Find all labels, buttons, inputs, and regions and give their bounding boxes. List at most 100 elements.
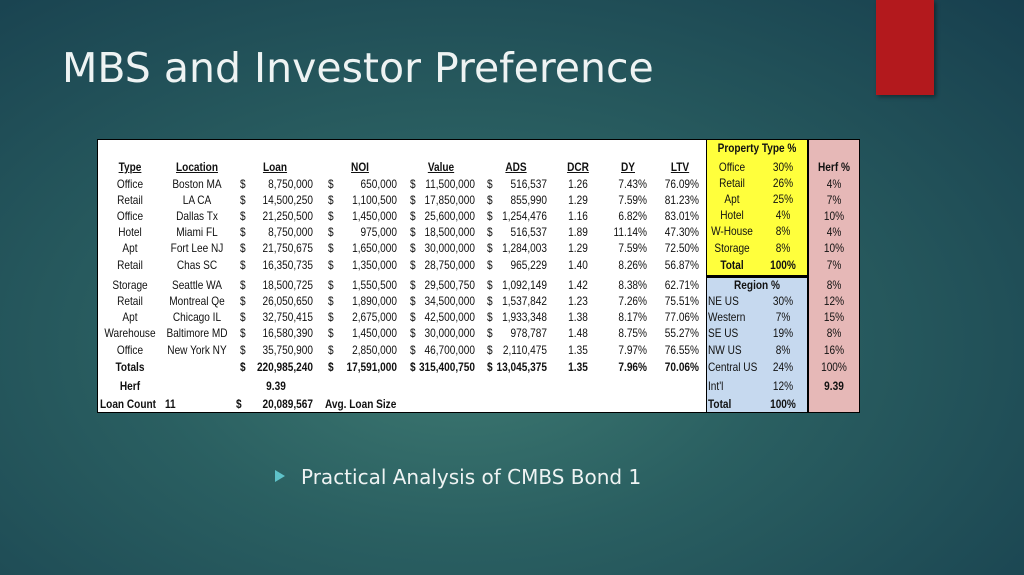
herf-pct: 8% [826,326,842,340]
property-name: W-House [711,224,753,238]
loan-count: 11 [165,397,176,411]
table-cell: 17,850,000 [424,193,475,207]
region-name: Int'l [708,379,724,393]
table-cell: Chas SC [176,258,218,272]
table-cell: 76.55% [664,343,699,357]
table-cell: Storage [112,278,148,292]
column-header: NOI [351,160,369,174]
table-cell: 1.16 [568,209,588,223]
property-pct: 8% [775,224,791,238]
table-cell: 650,000 [360,177,397,191]
currency-sign: $ [487,294,493,308]
currency-sign: $ [410,241,416,255]
currency-sign: $ [487,241,493,255]
table-cell: New York NY [167,343,227,357]
currency-sign: $ [410,258,416,272]
loan-count-label: Loan Count [100,397,156,411]
currency-sign: $ [410,209,416,223]
table-cell: 2,110,475 [502,343,547,357]
currency-sign: $ [487,258,493,272]
totals-value: 7.96% [618,360,647,374]
table-cell: 11,500,000 [425,177,475,191]
property-name: Office [718,160,746,174]
table-cell: 1.26 [568,177,588,191]
table-cell: 1.38 [568,310,588,324]
totals-value: 220,985,240 [256,360,313,374]
table-cell: 42,500,000 [424,310,475,324]
table-cell: 47.30% [664,225,699,239]
table-cell: 46,700,000 [424,343,475,357]
property-name: Storage [714,241,750,255]
currency-sign: $ [487,177,493,191]
herf-pct: 8% [826,278,842,292]
property-name: Retail [719,176,745,190]
currency-sign: $ [487,225,493,239]
currency-sign: $ [240,209,246,223]
currency-sign: $ [328,258,334,272]
currency-sign: $ [410,326,416,340]
herf-pct: 15% [823,310,845,324]
table-cell: Retail [117,258,143,272]
table-cell: 29,500,750 [424,278,475,292]
currency-sign: $ [487,310,493,324]
currency-sign: $ [240,294,246,308]
currency-sign: $ [487,343,493,357]
slide-title: MBS and Investor Preference [62,44,654,92]
table-cell: 1.48 [568,326,588,340]
table-cell: Hotel [118,225,142,239]
region-name: Central US [708,360,758,374]
currency-sign: $ [240,225,246,239]
currency-sign: $ [240,310,246,324]
currency-sign: $ [410,278,416,292]
currency-sign: $ [328,343,334,357]
property-pct: 8% [775,241,791,255]
currency-sign: $ [328,225,334,239]
herf-value: 9.39 [266,379,286,393]
table-cell: Office [116,209,144,223]
herf-pct: 4% [826,225,842,239]
currency-sign: $ [410,225,416,239]
property-panel [706,139,808,276]
currency-sign: $ [328,209,334,223]
table-cell: 1,100,500 [352,193,397,207]
avg-loan-label: Avg. Loan Size [325,397,397,411]
table-cell: 26,050,650 [262,294,313,308]
table-cell: 516,537 [510,177,547,191]
table-cell: 7.59% [618,241,647,255]
table-cell: 1,550,500 [352,278,397,292]
red-tab [876,0,934,95]
table-cell: 11.14% [613,225,647,239]
totals-value: 1.35 [568,360,588,374]
region-pct: 12% [772,379,794,393]
table-cell: 1.35 [568,343,588,357]
table-cell: 1.29 [568,193,588,207]
currency-sign: $ [328,177,334,191]
column-header: LTV [670,160,690,174]
table-cell: Retail [117,294,143,308]
herf-pct: 7% [826,258,842,272]
table-cell: 6.82% [618,209,647,223]
table-cell: 2,675,000 [352,310,397,324]
herf-pct: 100% [821,360,847,374]
property-header: Property Type % [717,141,797,155]
property-total-label: Total [720,258,744,272]
table-cell: Chicago IL [172,310,222,324]
table-cell: Dallas Tx [176,209,218,223]
table-cell: 1,537,842 [502,294,547,308]
table-cell: Apt [122,241,138,255]
avg-loan: 20,089,567 [262,397,313,411]
table-cell: Seattle WA [171,278,223,292]
column-header: Value [427,160,455,174]
property-total: 100% [770,258,796,272]
property-name: Hotel [720,208,744,222]
region-name: SE US [708,326,739,340]
table-cell: 8.75% [618,326,647,340]
currency-sign: $ [487,360,493,374]
table-cell: Warehouse [104,326,156,340]
currency-sign: $ [240,177,246,191]
table-cell: Boston MA [172,177,222,191]
table-cell: 25,600,000 [424,209,475,223]
currency-sign: $ [240,326,246,340]
region-pct: 19% [772,326,794,340]
totals-value: 70.06% [664,360,699,374]
